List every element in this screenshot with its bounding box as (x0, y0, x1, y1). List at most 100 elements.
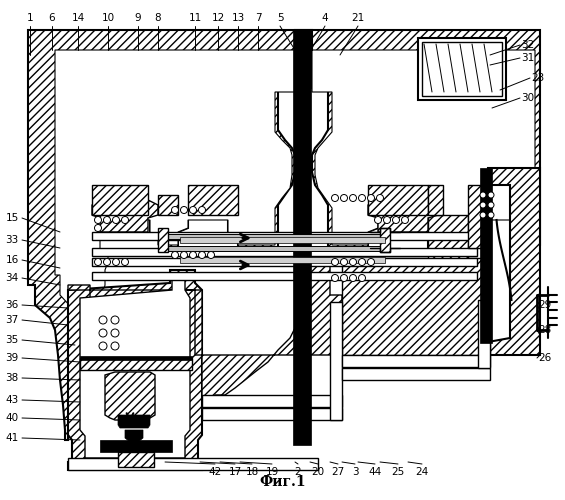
Bar (330, 302, 342, 420)
Text: 19: 19 (266, 467, 279, 477)
Bar (478, 300, 490, 368)
Circle shape (341, 194, 347, 202)
Text: 32: 32 (521, 40, 534, 50)
Text: 23: 23 (531, 73, 545, 83)
Circle shape (198, 206, 206, 214)
Text: 43: 43 (6, 395, 19, 405)
Bar (418, 38, 506, 100)
Text: 20: 20 (311, 467, 324, 477)
Polygon shape (80, 280, 190, 458)
Circle shape (375, 216, 381, 224)
Bar (202, 408, 342, 420)
Polygon shape (118, 415, 150, 428)
Text: 1: 1 (27, 13, 33, 23)
Circle shape (198, 252, 206, 258)
Text: 26: 26 (538, 353, 551, 363)
Circle shape (94, 258, 102, 266)
Text: 8: 8 (155, 13, 162, 23)
Bar (92, 272, 477, 280)
Polygon shape (55, 50, 535, 430)
Bar (428, 185, 443, 215)
Text: 5: 5 (277, 13, 283, 23)
Bar (368, 185, 428, 215)
Circle shape (480, 212, 486, 218)
Circle shape (189, 206, 197, 214)
Text: 28: 28 (538, 325, 551, 335)
Text: 3: 3 (351, 467, 358, 477)
Text: 39: 39 (6, 353, 19, 363)
Circle shape (112, 258, 120, 266)
Text: 16: 16 (6, 255, 19, 265)
Circle shape (341, 274, 347, 281)
Circle shape (332, 258, 338, 266)
Circle shape (480, 202, 486, 208)
Text: 24: 24 (415, 467, 429, 477)
Polygon shape (105, 372, 155, 420)
Circle shape (350, 258, 357, 266)
Bar (92, 185, 148, 215)
Bar (68, 458, 318, 470)
Circle shape (207, 252, 215, 258)
Polygon shape (488, 168, 540, 355)
Circle shape (402, 216, 408, 224)
Bar (160, 234, 380, 239)
Text: 7: 7 (255, 13, 261, 23)
Circle shape (99, 342, 107, 350)
Circle shape (488, 192, 494, 198)
Circle shape (103, 258, 111, 266)
Text: 42: 42 (208, 467, 221, 477)
Circle shape (111, 329, 119, 337)
Text: 4: 4 (321, 13, 328, 23)
Text: 35: 35 (6, 335, 19, 345)
Circle shape (172, 252, 179, 258)
Bar (92, 248, 477, 256)
Text: 10: 10 (102, 13, 115, 23)
Text: 30: 30 (521, 93, 534, 103)
Circle shape (350, 274, 357, 281)
Circle shape (488, 202, 494, 208)
Circle shape (332, 194, 338, 202)
Text: 6: 6 (49, 13, 55, 23)
Circle shape (189, 252, 197, 258)
Text: 13: 13 (232, 13, 245, 23)
Bar (80, 356, 192, 360)
Text: 17: 17 (228, 467, 242, 477)
Text: 18: 18 (245, 467, 259, 477)
Bar (380, 228, 390, 252)
Text: 29: 29 (538, 300, 551, 310)
Bar (342, 355, 490, 367)
Circle shape (94, 216, 102, 224)
Circle shape (172, 206, 179, 214)
Text: 25: 25 (392, 467, 405, 477)
Text: Фиг.1: Фиг.1 (260, 475, 306, 489)
Bar (118, 452, 154, 467)
Text: 2: 2 (295, 467, 301, 477)
Text: 11: 11 (188, 13, 202, 23)
Circle shape (359, 274, 366, 281)
Circle shape (359, 258, 366, 266)
Bar (202, 395, 342, 407)
Circle shape (103, 216, 111, 224)
Circle shape (180, 252, 188, 258)
Text: 44: 44 (368, 467, 381, 477)
Bar (422, 42, 502, 96)
Text: 12: 12 (211, 13, 225, 23)
Bar (160, 246, 380, 251)
Circle shape (111, 342, 119, 350)
Text: 36: 36 (6, 300, 19, 310)
Circle shape (367, 194, 375, 202)
Circle shape (111, 316, 119, 324)
Polygon shape (368, 190, 438, 232)
Bar (293, 30, 311, 445)
Polygon shape (342, 215, 490, 355)
Circle shape (367, 258, 375, 266)
Text: 34: 34 (6, 273, 19, 283)
Polygon shape (68, 270, 202, 470)
Circle shape (99, 316, 107, 324)
Text: 21: 21 (351, 13, 364, 23)
Text: 27: 27 (332, 467, 345, 477)
Bar (468, 185, 488, 248)
Bar (158, 228, 168, 252)
Polygon shape (92, 190, 158, 232)
Text: 37: 37 (6, 315, 19, 325)
